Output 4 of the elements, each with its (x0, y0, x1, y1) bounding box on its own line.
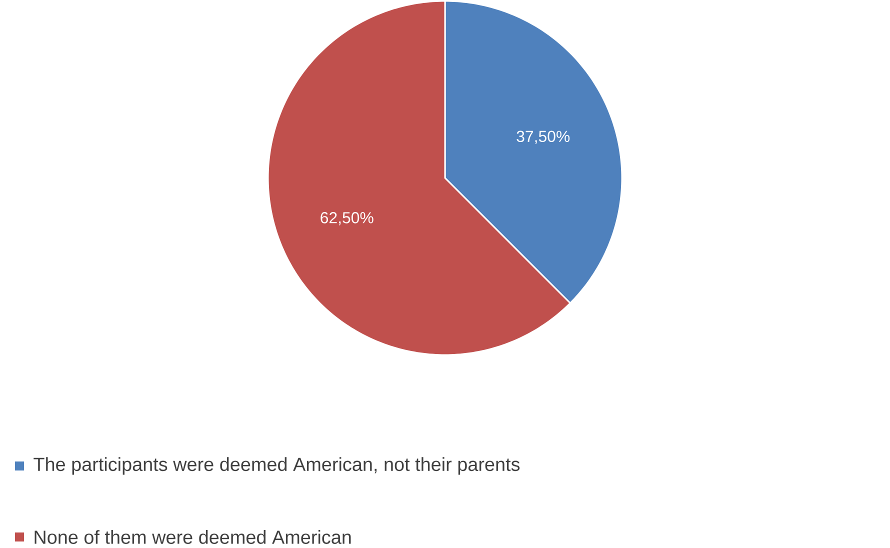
legend-label: The participants were deemed American, not their parents (34, 457, 520, 475)
data-label: 62,50% (320, 212, 374, 226)
legend-label: None of them were deemed American (34, 530, 351, 544)
data-label: 37,50% (516, 130, 570, 144)
